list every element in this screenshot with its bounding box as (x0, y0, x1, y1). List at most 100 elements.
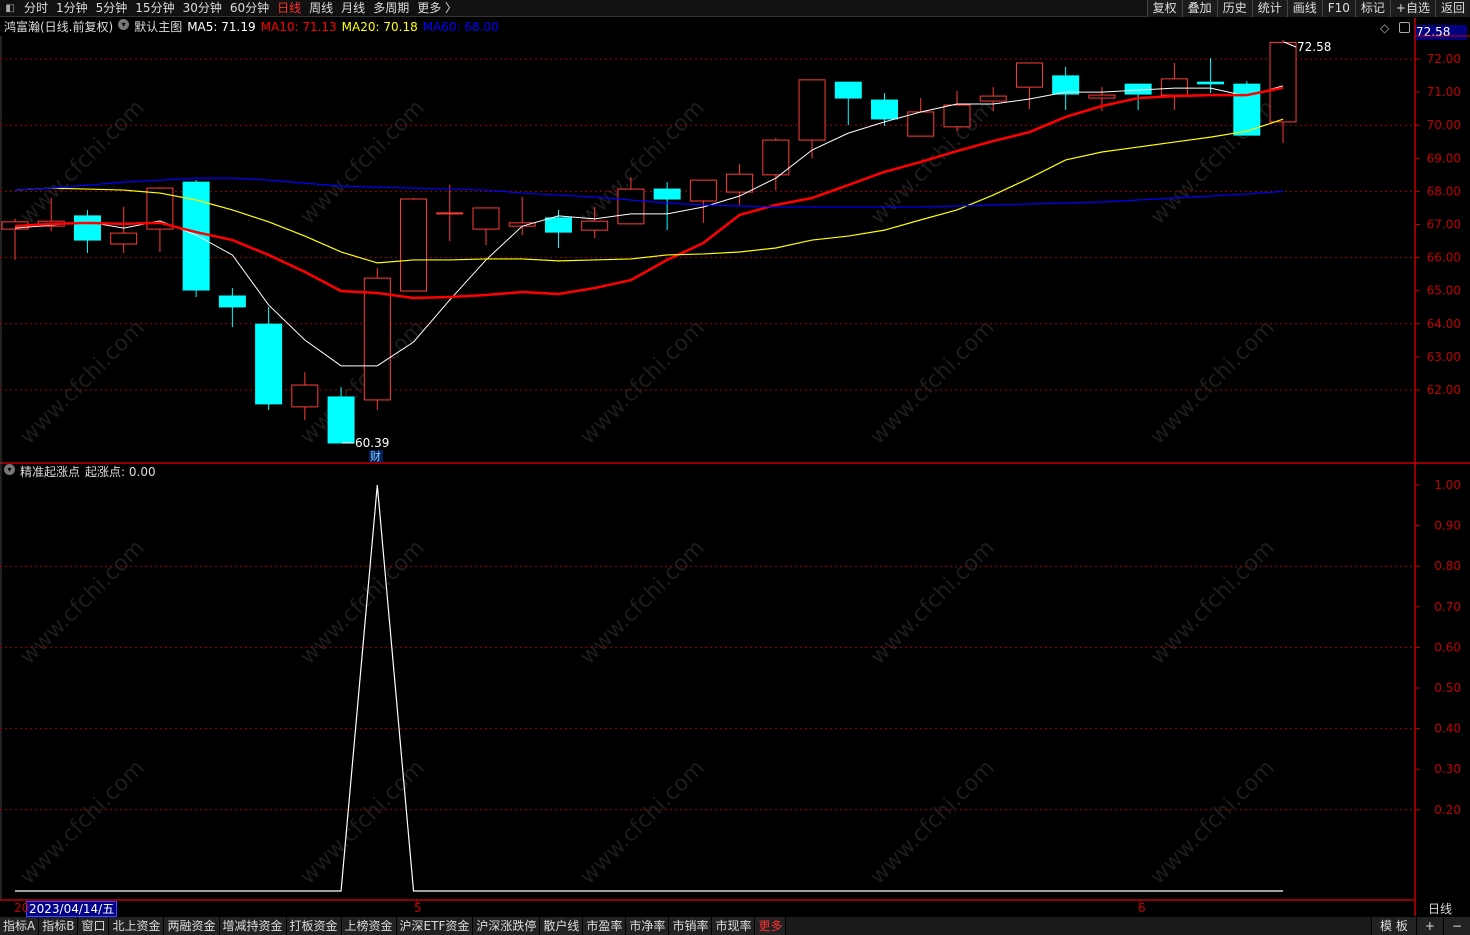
price-tick-label: 62.00 (1427, 383, 1461, 397)
date-prefix: 20 (14, 901, 30, 915)
period-tab[interactable]: 周线 (309, 0, 334, 15)
stock-name: 鸿富瀚(日线.前复权) (4, 20, 114, 34)
price-tick-label: 69.00 (1427, 151, 1461, 165)
candle-body (1269, 41, 1297, 123)
indicator-line (15, 484, 1284, 892)
candle-body (218, 295, 246, 308)
candle-body (979, 95, 1007, 102)
tool-button[interactable]: 复权 (1146, 0, 1182, 17)
tool-button[interactable]: 叠加 (1181, 0, 1217, 17)
period-tab[interactable]: 1分钟 (56, 0, 88, 15)
ma60-line (14, 177, 1284, 208)
candle-body (255, 323, 283, 405)
indicator-tab[interactable]: 沪深涨跌停 (473, 917, 541, 935)
indicator-tick-label: 1.00 (1434, 478, 1461, 492)
bottom-tabs: 指标A 指标B 窗口 北上资金 两融资金 增减持资金 打板资金 上榜资金 沪深ETF资金 沪深涨跌… (0, 917, 1470, 935)
dropdown-icon[interactable]: ▾ (118, 19, 130, 30)
tool-button[interactable]: F10 (1321, 0, 1355, 17)
indicator-name[interactable]: 精准起涨点 (20, 465, 81, 479)
candle-body (110, 232, 138, 245)
bottom-right-button[interactable]: − (1442, 917, 1470, 935)
tool-button[interactable]: 画线 (1286, 0, 1322, 17)
tool-buttons: 复权 叠加 历史 统计 画线 F10 标记 +自选 返回 (1146, 0, 1470, 17)
panel-toggle-icon[interactable]: ◧ (5, 2, 15, 14)
diamond-icon[interactable]: ◇ (1380, 21, 1390, 35)
candle-body (1160, 78, 1188, 96)
ma5-value: MA5: 71.19 (187, 20, 256, 34)
ma5-line (14, 85, 1284, 367)
indicator-tick-label: 0.50 (1434, 681, 1461, 695)
bottom-right-button[interactable]: + (1415, 917, 1443, 935)
indicator-tab[interactable]: 北上资金 (109, 917, 165, 935)
bottom-right-button[interactable]: 模 板 (1371, 917, 1416, 935)
ma20-line (14, 118, 1284, 264)
high-price-label: 72.58 (1297, 40, 1331, 54)
indicator-tab[interactable]: 打板资金 (286, 917, 342, 935)
candle-body (943, 104, 971, 128)
period-tab[interactable]: 30分钟 (182, 0, 222, 15)
price-tick-label: 65.00 (1427, 284, 1461, 298)
period-toolbar: ◧ 分时 1分钟 5分钟 15分钟 30分钟 60分钟 日线 周线 月线 多周期 更多 〉 复权 叠加… (0, 0, 1470, 17)
period-tab[interactable]: 分时 (24, 0, 49, 15)
tool-button[interactable]: 统计 (1251, 0, 1287, 17)
period-tab[interactable]: 15分钟 (135, 0, 175, 15)
indicator-tab[interactable]: 散户线 (540, 917, 584, 935)
candle-body (1197, 81, 1225, 85)
finance-marker-bg (369, 450, 383, 462)
candle-body (400, 198, 428, 292)
candle-body (73, 215, 101, 241)
price-tick-label: 70.00 (1427, 118, 1461, 132)
indicator-tab[interactable]: 增减持资金 (219, 917, 287, 935)
tool-button[interactable]: +自选 (1389, 0, 1435, 17)
period-tab[interactable]: 60分钟 (229, 0, 270, 15)
period-tab[interactable]: 5分钟 (95, 0, 128, 15)
indicator-tab[interactable]: 上榜资金 (341, 917, 397, 935)
main-chart-template[interactable]: 默认主图 (134, 20, 183, 34)
indicator-tab[interactable]: 指标B (39, 917, 79, 935)
candle-body (798, 79, 826, 141)
tool-button[interactable]: 返回 (1434, 0, 1470, 17)
indicator-tick-label: 0.30 (1434, 762, 1461, 776)
more-tab[interactable]: 更多 (755, 917, 787, 935)
indicator-tab[interactable]: 市销率 (669, 917, 713, 935)
tool-button[interactable]: 标记 (1354, 0, 1390, 17)
candle-body (1088, 94, 1116, 99)
dropdown-icon[interactable]: ▾ (4, 464, 15, 475)
indicator-tab[interactable]: 窗口 (78, 917, 110, 935)
indicator-tab[interactable]: 市现率 (712, 917, 756, 935)
indicator-tab[interactable]: 指标A (0, 917, 40, 935)
high-pointer (1283, 41, 1297, 48)
ma60-value: MA60: 68.00 (422, 20, 499, 34)
indicator-tab[interactable]: 市净率 (626, 917, 670, 935)
candle-body (291, 384, 319, 408)
period-tab[interactable]: 更多 〉 (417, 0, 458, 15)
indicator-value: 起涨点: 0.00 (85, 465, 156, 479)
main-legend: 鸿富瀚(日线.前复权) ▾ 默认主图 MA5: 71.19 MA10: 71.1… (4, 19, 499, 35)
indicator-tick-label: 0.80 (1434, 559, 1461, 573)
ma10-value: MA10: 71.13 (260, 20, 337, 34)
period-tab[interactable]: 月线 (341, 0, 366, 15)
candle-body (689, 179, 717, 202)
indicator-tick-label: 0.90 (1434, 519, 1461, 533)
sidebar-toggle-icon[interactable] (1399, 22, 1410, 33)
indicator-tick-label: 0.20 (1434, 803, 1461, 817)
period-tab[interactable]: 多周期 (373, 0, 410, 15)
candle-body (726, 173, 754, 193)
indicator-tab[interactable]: 市盈率 (583, 917, 627, 935)
bottom-right-buttons: 模 板 + − (1371, 917, 1470, 935)
candle-body (762, 139, 790, 176)
low-price-label: 60.39 (355, 436, 389, 450)
price-tick-label: 68.00 (1427, 184, 1461, 198)
indicator-tab[interactable]: 沪深ETF资金 (396, 917, 474, 935)
tool-button[interactable]: 历史 (1216, 0, 1252, 17)
candle-body (617, 188, 645, 225)
indicator-tab[interactable]: 两融资金 (164, 917, 220, 935)
indicator-tick-label: 0.60 (1434, 640, 1461, 654)
price-tick-label: 67.00 (1427, 218, 1461, 232)
candle-body (871, 99, 899, 120)
candle-body (834, 81, 862, 99)
candle-body (653, 188, 681, 200)
period-tab[interactable]: 日线 (277, 0, 302, 15)
candle-body (544, 217, 572, 233)
